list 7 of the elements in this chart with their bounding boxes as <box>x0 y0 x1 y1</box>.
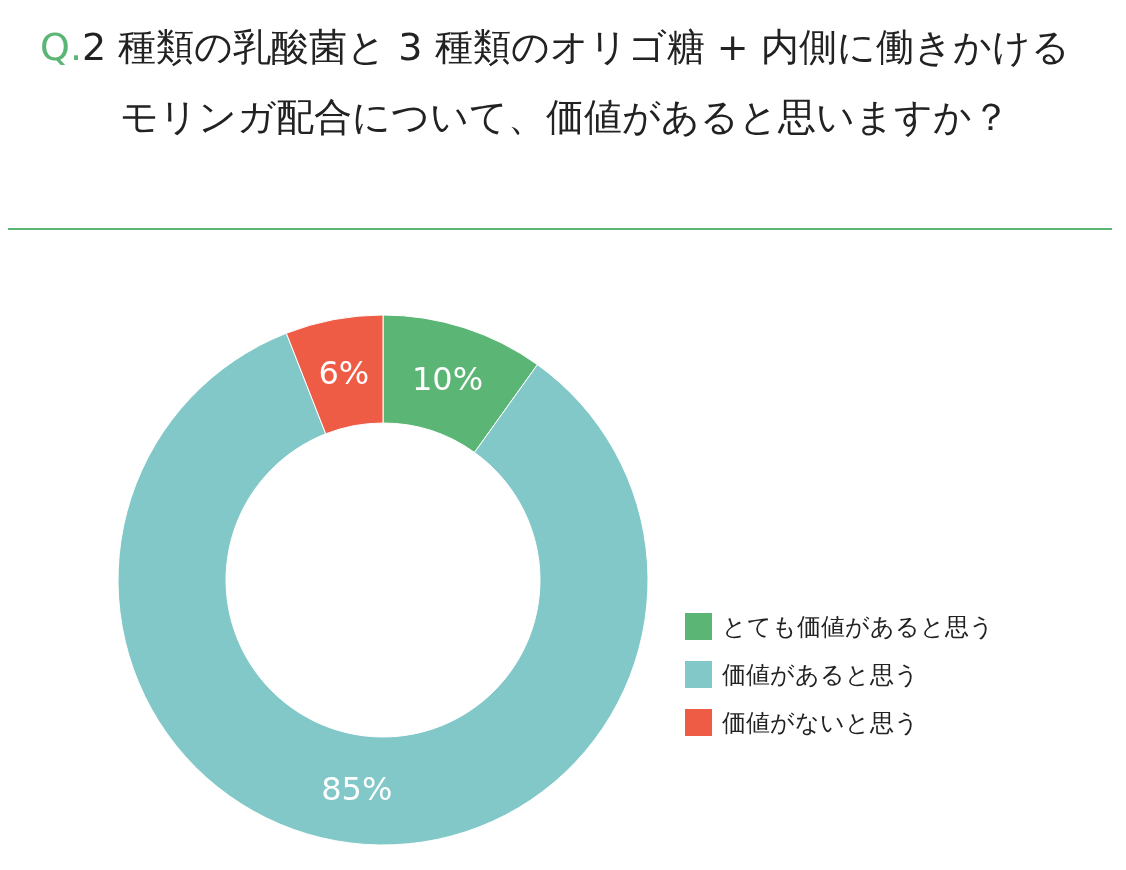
legend-label: とても価値があると思う <box>722 613 994 641</box>
chart-title: Q.2 種類の乳酸菌と 3 種類のオリゴ糖 + 内側に働きかけるモリンガ配合について、価値があると思いますか？ <box>40 25 1070 139</box>
data-label: 6% <box>318 353 370 392</box>
legend-label: 価値がないと思う <box>722 709 919 737</box>
data-label: 10% <box>412 360 484 399</box>
legend-label: 価値があると思う <box>722 661 919 689</box>
data-label: 85% <box>321 770 393 809</box>
